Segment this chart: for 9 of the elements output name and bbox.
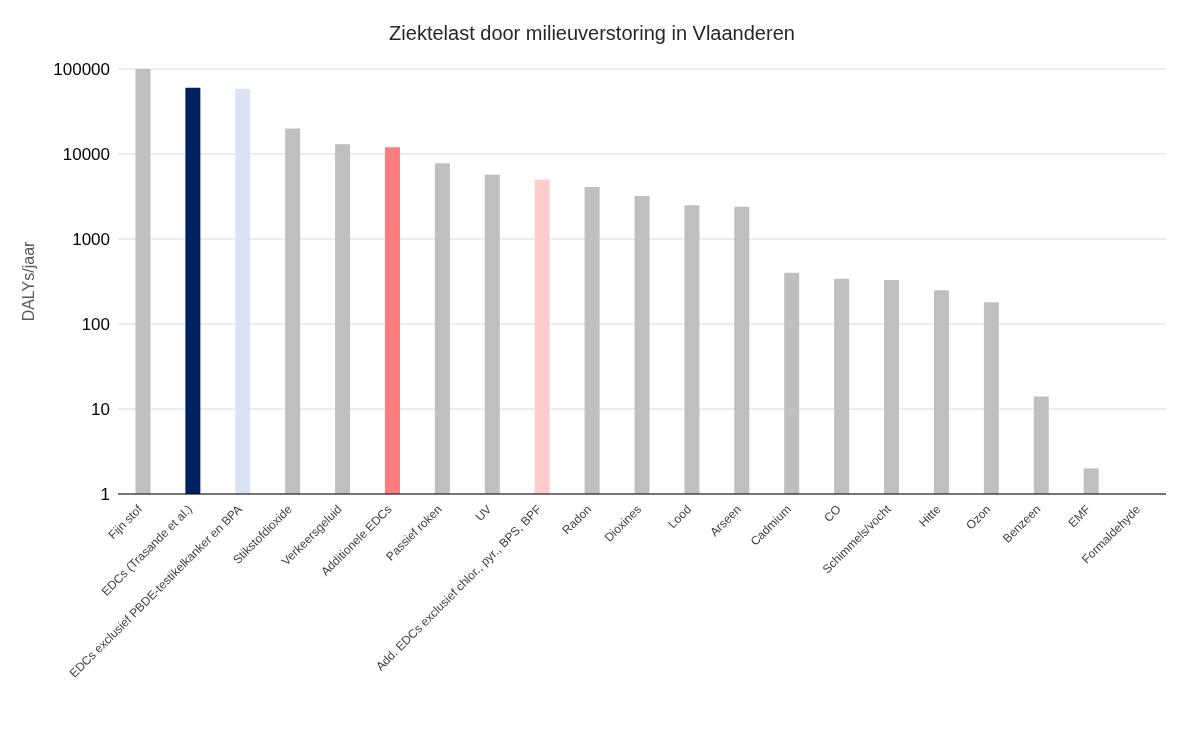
x-tick-label: UV: [472, 502, 495, 524]
y-tick-label: 10000: [62, 145, 110, 165]
y-tick-label: 100: [81, 315, 110, 335]
chart-title: Ziektelast door milieuverstoring in Vlaanderen: [388, 22, 796, 45]
y-tick-label: 1000: [72, 230, 110, 250]
y-tick-label: 10: [91, 400, 110, 420]
y-axis-title: DALYs/jaar: [19, 240, 37, 322]
x-tick-label: Hitte: [916, 502, 944, 530]
y-tick-label: 100000: [53, 60, 110, 80]
